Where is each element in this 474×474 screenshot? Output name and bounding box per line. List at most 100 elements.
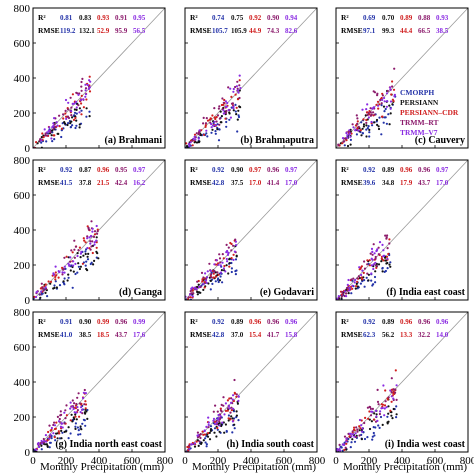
data-point bbox=[74, 126, 77, 130]
data-point bbox=[370, 279, 373, 282]
data-point bbox=[364, 416, 367, 419]
data-point bbox=[71, 124, 74, 127]
data-point bbox=[381, 403, 385, 406]
data-point bbox=[212, 272, 215, 275]
rmse-value: 42.8 bbox=[212, 179, 225, 187]
x-tick-label: 600 bbox=[124, 455, 141, 467]
data-point bbox=[371, 407, 374, 410]
data-point bbox=[356, 117, 359, 120]
data-point bbox=[354, 432, 357, 435]
data-point bbox=[395, 413, 398, 416]
data-point bbox=[224, 402, 227, 405]
data-point bbox=[199, 433, 202, 436]
data-point bbox=[206, 270, 209, 273]
data-point bbox=[75, 112, 78, 115]
data-point bbox=[384, 107, 387, 111]
data-point bbox=[372, 243, 375, 246]
data-point bbox=[383, 110, 386, 113]
data-point bbox=[218, 105, 221, 108]
data-point bbox=[209, 269, 212, 272]
data-point bbox=[383, 96, 386, 100]
data-point bbox=[66, 108, 70, 111]
data-point bbox=[215, 421, 218, 424]
data-point bbox=[230, 257, 233, 260]
data-point bbox=[390, 414, 393, 417]
r2-value: 0.92 bbox=[249, 14, 262, 22]
data-point bbox=[87, 227, 90, 230]
data-point bbox=[222, 101, 225, 104]
data-point bbox=[218, 253, 221, 256]
data-point bbox=[235, 244, 238, 247]
data-point bbox=[228, 111, 231, 114]
data-point bbox=[203, 429, 206, 433]
data-point bbox=[65, 115, 68, 118]
panel-title: (b) Brahmaputra bbox=[240, 135, 314, 146]
data-point bbox=[56, 124, 59, 127]
data-point bbox=[207, 282, 210, 285]
data-point bbox=[218, 279, 221, 282]
data-point bbox=[210, 273, 213, 276]
data-point bbox=[53, 436, 56, 439]
rmse-value: 39.6 bbox=[363, 179, 376, 187]
y-tick-label: 800 bbox=[14, 3, 31, 15]
rmse-value: 44.9 bbox=[249, 27, 262, 35]
data-point bbox=[205, 117, 208, 120]
data-point bbox=[341, 142, 344, 145]
data-point bbox=[75, 100, 78, 103]
data-point bbox=[78, 126, 81, 129]
data-point bbox=[70, 110, 73, 113]
data-point bbox=[52, 127, 55, 131]
data-point bbox=[384, 389, 387, 392]
data-point bbox=[64, 409, 67, 412]
data-point bbox=[75, 402, 78, 406]
data-point bbox=[51, 140, 54, 143]
data-point bbox=[62, 280, 65, 283]
rmse-value: 34.8 bbox=[382, 179, 395, 187]
data-point bbox=[61, 426, 64, 429]
data-point bbox=[216, 426, 219, 430]
data-point bbox=[197, 444, 200, 447]
data-point bbox=[206, 276, 209, 279]
data-point bbox=[95, 246, 98, 249]
data-point bbox=[71, 251, 74, 254]
data-point bbox=[230, 261, 233, 265]
data-point bbox=[228, 118, 231, 121]
data-point bbox=[59, 410, 62, 413]
data-point bbox=[375, 413, 378, 416]
r2-value: 0.88 bbox=[418, 14, 431, 22]
r2-value: 0.95 bbox=[133, 14, 146, 22]
data-point bbox=[79, 265, 82, 268]
data-point bbox=[219, 271, 222, 274]
data-point bbox=[212, 269, 215, 272]
data-point bbox=[360, 273, 363, 277]
r2-value: 0.92 bbox=[60, 166, 73, 174]
data-point bbox=[356, 277, 359, 280]
data-point bbox=[345, 448, 348, 451]
x-axis-label: Monthly Precipitation (mm) bbox=[40, 461, 164, 473]
data-point bbox=[73, 411, 76, 414]
data-point bbox=[394, 388, 397, 391]
data-point bbox=[237, 89, 240, 92]
data-point bbox=[197, 137, 200, 140]
data-point bbox=[64, 98, 68, 102]
data-point bbox=[189, 296, 192, 299]
data-point bbox=[214, 404, 217, 407]
rmse-value: 44.4 bbox=[400, 27, 413, 35]
rmse-value: 105.7 bbox=[212, 27, 228, 35]
data-point bbox=[237, 419, 240, 422]
data-point bbox=[356, 285, 359, 288]
data-point bbox=[234, 110, 237, 113]
data-point bbox=[236, 118, 239, 121]
data-point bbox=[69, 419, 72, 422]
data-point bbox=[348, 289, 351, 292]
rmse-value: 119.2 bbox=[60, 27, 76, 35]
data-point bbox=[40, 444, 43, 447]
data-point bbox=[370, 120, 373, 124]
data-point bbox=[227, 272, 230, 275]
data-point bbox=[69, 407, 72, 410]
data-point bbox=[369, 111, 372, 114]
data-point bbox=[196, 293, 199, 296]
data-point bbox=[367, 125, 370, 128]
data-point bbox=[367, 279, 370, 282]
